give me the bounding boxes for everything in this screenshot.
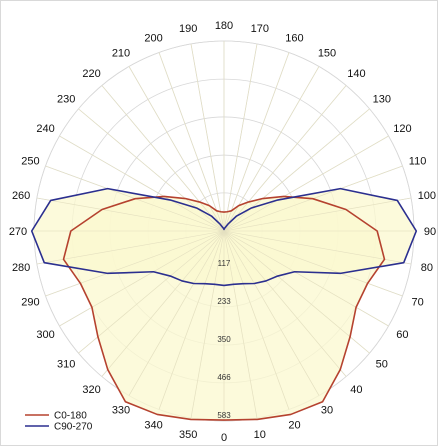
grid-spoke-overlay	[223, 230, 290, 410]
grid-spoke-overlay	[223, 230, 403, 297]
angle-label: 110	[409, 156, 427, 168]
grid-spoke-overlay	[45, 230, 225, 297]
angle-label: 130	[373, 94, 391, 106]
angle-label: 150	[318, 48, 336, 60]
grid-spoke-overlay	[158, 230, 225, 410]
angle-label: 310	[57, 358, 75, 370]
legend-label-c90-270: C90-270	[54, 422, 93, 433]
radial-tick-label: 350	[217, 335, 231, 344]
angle-label: 90	[424, 226, 436, 238]
radial-tick-label: 233	[217, 297, 231, 306]
grid-spoke-overlay	[223, 230, 347, 377]
grid-spoke-overlay	[59, 230, 225, 327]
grid-spoke-overlay	[223, 85, 347, 232]
angle-label: 210	[112, 48, 130, 60]
radial-tick-label: 117	[218, 259, 231, 268]
grid-spoke-overlay	[223, 52, 290, 232]
grid-spoke-overlay	[223, 230, 258, 419]
angle-label: 250	[21, 156, 39, 168]
angle-label: 320	[82, 384, 100, 396]
grid-spoke-overlay	[223, 230, 320, 396]
angle-label: 30	[321, 404, 333, 416]
angle-label: 270	[9, 226, 27, 238]
angle-label: 200	[144, 32, 162, 44]
angle-label: 140	[347, 68, 365, 80]
angle-label: 0	[221, 432, 227, 444]
series-line-c90-270	[30, 187, 418, 287]
angle-label: 220	[82, 68, 100, 80]
angle-label: 300	[36, 329, 54, 341]
angle-label: 190	[179, 23, 197, 35]
grid-spoke-overlay	[223, 230, 412, 265]
angle-label: 340	[144, 420, 162, 432]
grid-spoke-overlay	[223, 230, 389, 327]
grid-spoke-overlay	[223, 66, 320, 232]
grid-spoke-overlay	[78, 230, 225, 354]
angle-label: 280	[12, 262, 30, 274]
grid-spoke-overlay	[158, 52, 225, 232]
grid-spoke-overlay	[223, 197, 412, 232]
grid-spoke-overlay	[223, 230, 370, 354]
grid-spoke-overlay	[36, 230, 225, 265]
grid-spoke-overlay	[59, 135, 225, 232]
radial-tick-label: 583	[217, 411, 231, 420]
angle-label: 10	[254, 429, 266, 441]
angle-label: 160	[285, 32, 303, 44]
angle-label: 100	[418, 190, 436, 202]
angle-label: 80	[421, 262, 433, 274]
angle-label: 230	[57, 94, 75, 106]
grid-spoke-overlay	[101, 85, 225, 232]
angle-label: 20	[288, 420, 300, 432]
angle-label: 40	[350, 384, 362, 396]
grid-spoke-overlay	[101, 230, 225, 377]
grid-spoke-overlay	[190, 43, 225, 232]
grid-spoke-overlay	[223, 108, 370, 232]
grid-spoke-overlay	[128, 66, 225, 232]
angle-label: 260	[12, 190, 30, 202]
series-line-c0-180	[62, 195, 386, 421]
angle-label: 290	[21, 296, 39, 308]
grid-spoke-overlay	[36, 197, 225, 232]
grid-spoke-overlay	[223, 43, 258, 232]
legend-label-c0-180: C0-180	[54, 411, 87, 422]
grid-spoke-overlay	[78, 108, 225, 232]
angle-label: 350	[179, 429, 197, 441]
angle-label: 240	[36, 123, 54, 135]
angle-label: 120	[393, 123, 411, 135]
angle-label: 330	[112, 404, 130, 416]
angle-label: 180	[215, 20, 233, 32]
grid-spoke-overlay	[128, 230, 225, 396]
grid-spoke-overlay	[223, 135, 389, 232]
angle-label: 60	[396, 329, 408, 341]
angle-label: 50	[376, 358, 388, 370]
angle-label: 170	[251, 23, 269, 35]
grid-spoke-overlay	[190, 230, 225, 419]
angle-label: 70	[411, 296, 423, 308]
radial-tick-label: 466	[217, 373, 231, 382]
